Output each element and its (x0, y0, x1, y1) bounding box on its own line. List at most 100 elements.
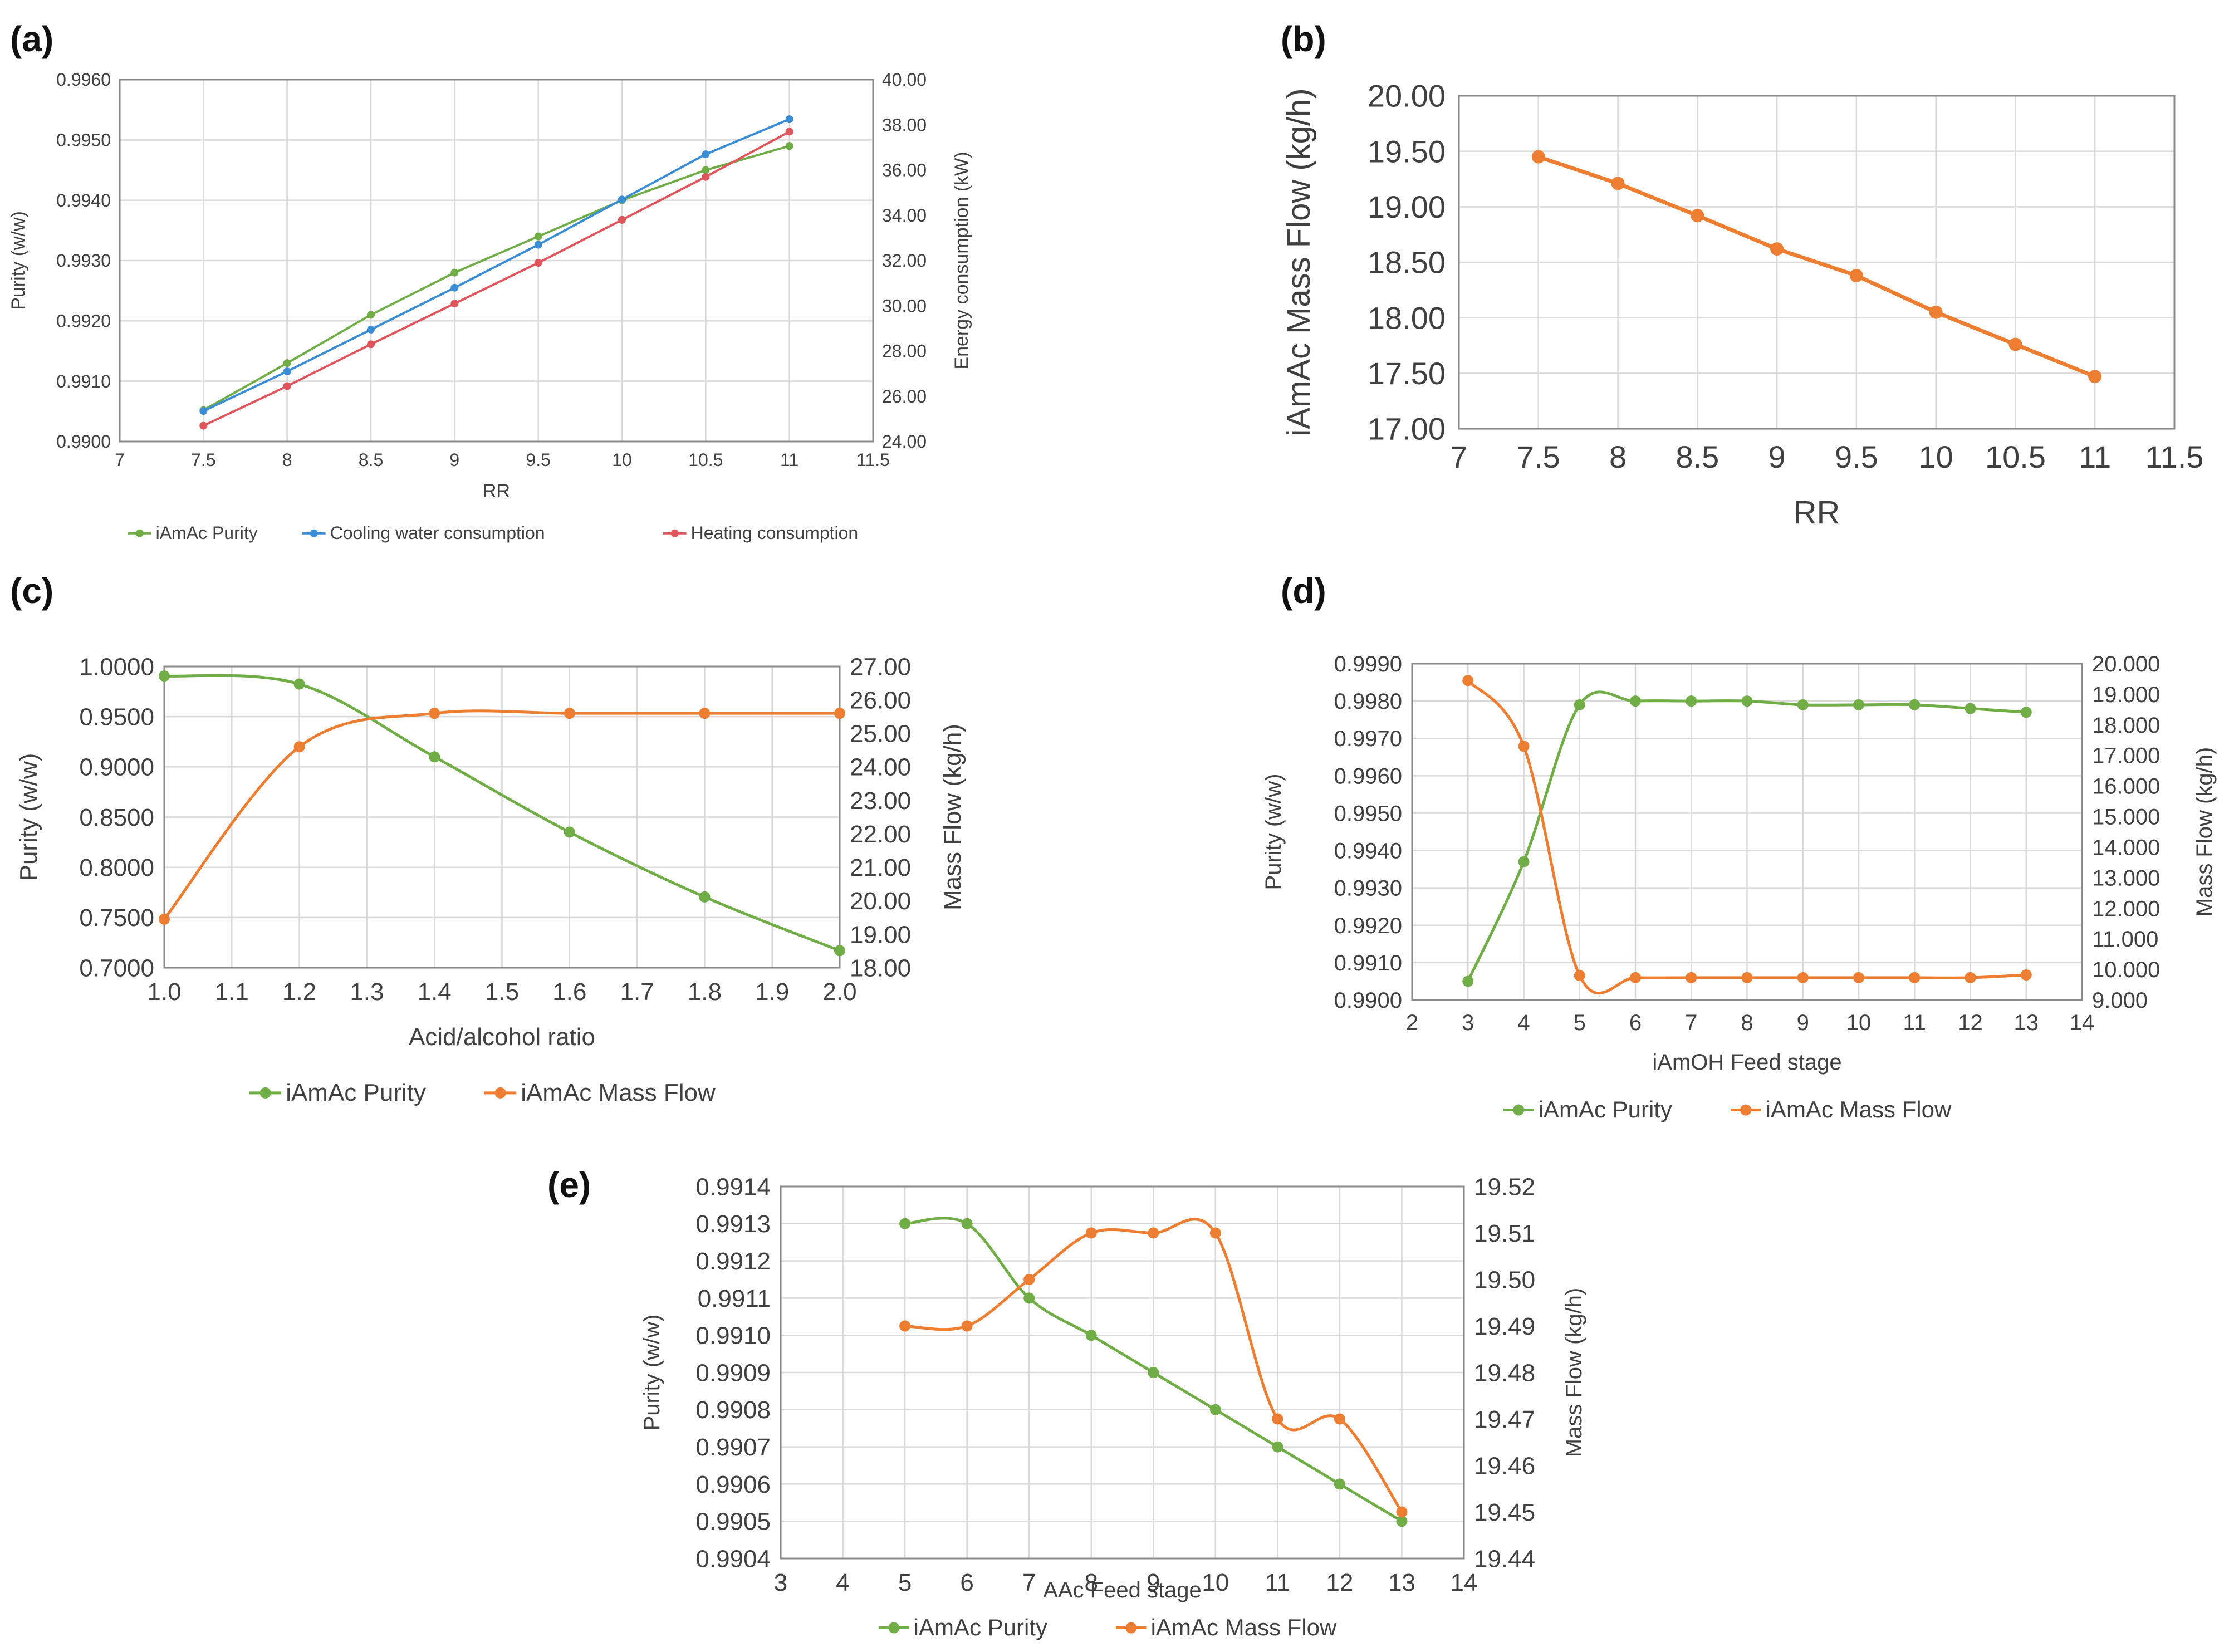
x-tick-label: 2.0 (822, 978, 856, 1006)
chart-panel-a: (a) 7 7.5 8 8.5 9 9.5 10 10.5 11 11.5 0.9900 0.9910 0… (8, 19, 972, 543)
data-point (1462, 675, 1474, 687)
y2-tick-label: 36.00 (882, 160, 927, 180)
data-point (618, 195, 626, 204)
y2-tick-label: 28.00 (882, 341, 927, 361)
y2-tick-label: 24.00 (882, 432, 927, 452)
data-point (1574, 699, 1585, 710)
y-tick-label: 0.9970 (1334, 727, 1402, 751)
y2-tick-label: 19.52 (1474, 1173, 1535, 1200)
data-point (199, 421, 208, 430)
data-point (2020, 707, 2032, 718)
data-point (702, 173, 710, 181)
plot-frame (163, 665, 841, 969)
data-point (1909, 972, 1921, 983)
data-point (1209, 1404, 1221, 1415)
x-tick-label: 9.5 (1835, 439, 1878, 474)
data-point (1334, 1413, 1345, 1425)
data-point (961, 1320, 973, 1332)
y-axis-title: iAmAc Mass Flow (kg/h) (1281, 88, 1317, 436)
data-point (283, 359, 291, 367)
plot-frame (780, 1185, 1465, 1560)
data-point (699, 708, 711, 719)
x-tick-label: 10 (1202, 1569, 1229, 1596)
y-tick-label: 0.9913 (695, 1210, 771, 1238)
plot-frame (1411, 663, 2083, 1001)
data-point (702, 166, 710, 174)
x-tick-label: 4 (1517, 1011, 1530, 1035)
y-tick-label: 19.00 (1368, 189, 1446, 224)
legend-label: iAmAc Purity (286, 1079, 426, 1106)
x-tick-label: 1.5 (485, 978, 519, 1006)
y2-axis-title: Mass Flow (kg/h) (1562, 1288, 1586, 1458)
y-tick-label: 19.50 (1368, 134, 1446, 169)
data-point (1023, 1274, 1035, 1285)
x-tick-label: 7 (1685, 1011, 1697, 1035)
data-point (1686, 972, 1697, 983)
x-tick-label: 7 (1022, 1569, 1036, 1596)
data-point (293, 741, 305, 753)
x-tick-label: 14 (1451, 1569, 1478, 1596)
y2-tick-label: 19.48 (1474, 1359, 1535, 1386)
x-tick-label: 1.7 (620, 978, 654, 1006)
data-point (1630, 972, 1641, 983)
data-point (1023, 1292, 1035, 1304)
y2-tick-label: 30.00 (882, 296, 927, 316)
y2-tick-label: 22.00 (850, 821, 911, 848)
legend-marker (310, 529, 318, 537)
data-point (1770, 242, 1784, 256)
data-point (834, 945, 845, 957)
series-line-iamac-mass-flow (905, 1218, 1403, 1513)
data-point (1085, 1330, 1097, 1341)
data-point (1797, 972, 1809, 983)
legend-marker (135, 529, 144, 537)
y-tick-label: 0.7000 (79, 954, 154, 982)
y2-tick-label: 19.49 (1474, 1313, 1535, 1340)
y-tick-label: 0.9990 (1334, 652, 1402, 677)
y2-tick-label: 13.000 (2092, 866, 2160, 890)
y-tick-label: 0.8500 (79, 804, 154, 831)
x-tick-label: 1.6 (552, 978, 586, 1006)
y-tick-label: 1.0000 (79, 653, 154, 680)
data-point (450, 283, 459, 292)
y2-tick-label: 19.47 (1474, 1406, 1535, 1433)
panel-label: (d) (1281, 571, 1326, 611)
y2-tick-label: 23.00 (850, 787, 911, 815)
y-tick-label: 0.9930 (1334, 876, 1402, 901)
data-point (1741, 695, 1753, 707)
y2-axis-title: Mass Flow (kg/h) (939, 724, 966, 910)
data-point (1853, 699, 1864, 710)
series-line-cooling-water-consumption (203, 118, 790, 412)
x-axis-title: RR (483, 481, 510, 502)
y-tick-label: 18.00 (1368, 300, 1446, 335)
x-tick-label: 11 (1265, 1569, 1291, 1596)
x-tick-label: 9.5 (526, 450, 550, 470)
data-point (1965, 703, 1976, 714)
legend-label: iAmAc Mass Flow (521, 1079, 716, 1106)
x-tick-label: 7.5 (191, 450, 215, 470)
data-point (1085, 1227, 1097, 1239)
panel-label: (a) (10, 19, 53, 59)
x-axis-title: RR (1794, 494, 1840, 531)
panel-label: (c) (10, 571, 53, 611)
data-point (159, 670, 170, 682)
x-tick-label: 13 (2014, 1011, 2039, 1035)
y-tick-label: 0.9900 (56, 432, 111, 452)
legend-label: Cooling water consumption (330, 523, 545, 543)
data-point (1148, 1367, 1159, 1378)
chart-panel-d: (d) 2 3 4 5 6 7 8 9 10 11 12 13 14 0.9900 0.9910 0.9920 0… (1261, 571, 2217, 1122)
data-point (450, 300, 459, 308)
x-tick-label: 10 (1919, 439, 1953, 474)
y-tick-label: 0.9912 (695, 1248, 771, 1275)
data-point (1272, 1413, 1283, 1425)
y2-tick-label: 18.000 (2092, 713, 2160, 738)
y2-tick-label: 24.00 (850, 754, 911, 781)
x-tick-label: 14 (2070, 1011, 2095, 1035)
data-point (199, 407, 208, 415)
x-tick-label: 11 (1903, 1011, 1926, 1035)
x-axis-title: AAc Feed stage (1043, 1578, 1202, 1602)
y-tick-label: 0.9000 (79, 754, 154, 781)
x-tick-label: 1.3 (350, 978, 384, 1006)
y-tick-label: 0.8000 (79, 854, 154, 881)
x-tick-label: 11 (780, 450, 798, 470)
data-point (1853, 972, 1864, 983)
